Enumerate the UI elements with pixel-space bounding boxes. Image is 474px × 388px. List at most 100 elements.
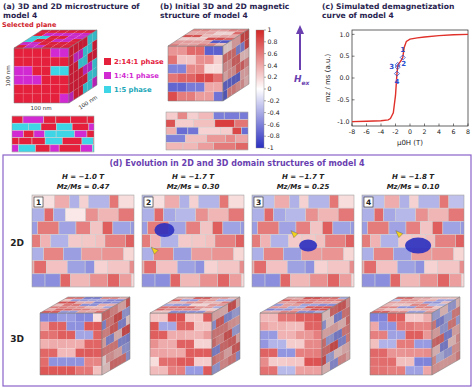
y-tick [352, 99, 355, 100]
plane [12, 116, 94, 152]
grain [75, 130, 87, 137]
x-tick-label: -2 [392, 128, 398, 135]
grain [235, 142, 248, 150]
grain [428, 208, 448, 221]
cube-cell [313, 348, 322, 357]
cube-cell [205, 64, 214, 73]
cube-cell [75, 357, 84, 366]
cube-cell [260, 340, 269, 349]
grain [254, 261, 267, 274]
cube-cell [177, 357, 186, 366]
grain [59, 145, 80, 152]
cube-cell [194, 348, 203, 357]
grain [144, 261, 157, 274]
grain [32, 261, 34, 274]
x-tick [395, 124, 396, 127]
cube-cell [75, 366, 84, 375]
x-tick-label: 4 [437, 128, 441, 135]
grain [108, 274, 120, 287]
grain [257, 221, 278, 234]
colorbar-tick [264, 41, 266, 42]
grain [45, 130, 56, 137]
field-label: Hex [294, 74, 311, 86]
grain [50, 145, 59, 152]
cube-cell [194, 357, 203, 366]
cube-cell [205, 55, 214, 64]
cube-cell [14, 94, 23, 103]
colorbar-tick [264, 89, 266, 90]
grain [193, 120, 214, 128]
cube-cell [177, 348, 186, 357]
grain [390, 274, 401, 287]
grain [373, 195, 384, 208]
annotation-marker [394, 71, 399, 76]
grain [118, 208, 134, 221]
grain [271, 234, 289, 247]
cube-cell [423, 313, 432, 322]
y-axis-label: mz / ms (a.u.) [324, 53, 332, 102]
grain [108, 261, 130, 274]
cube-cell [40, 331, 49, 340]
grain [56, 123, 72, 130]
grain [299, 195, 308, 208]
face-edge [432, 297, 460, 375]
cube-cell [295, 357, 304, 366]
cube-cell [388, 340, 397, 349]
cube-cell [58, 331, 67, 340]
cube-cell [84, 313, 93, 322]
cube-cell [405, 366, 414, 375]
face-shade [432, 297, 460, 375]
grain [260, 234, 271, 247]
cube-cell [370, 313, 379, 322]
face-edge [212, 297, 240, 375]
cube-cell [60, 94, 69, 103]
face-edge [322, 297, 350, 375]
nucleation-arrow [396, 231, 403, 238]
face-edge [40, 313, 102, 375]
face-shade [69, 30, 97, 103]
grain [339, 195, 354, 208]
cube-cell [269, 322, 278, 331]
grain [89, 123, 94, 130]
cube-cell [295, 348, 304, 357]
colorbar-tick-label: 0.8 [268, 38, 278, 45]
cube-cell [177, 74, 186, 83]
grain [24, 130, 34, 137]
cube-cell [150, 357, 159, 366]
cube-cell [177, 366, 186, 375]
legend-swatch [104, 86, 111, 93]
grain [305, 261, 314, 274]
grain [214, 142, 236, 150]
cube-cell [150, 322, 159, 331]
cube-cell [379, 340, 388, 349]
grain [187, 112, 198, 120]
grain [420, 221, 432, 234]
grain [109, 195, 118, 208]
grain [230, 274, 242, 287]
cube-cell [40, 366, 49, 375]
annotation-marker [395, 65, 400, 70]
cube-cell [40, 322, 49, 331]
grain [215, 120, 235, 128]
grain [44, 248, 64, 261]
grain [322, 221, 333, 234]
grain [102, 248, 124, 261]
face-edge [14, 48, 69, 103]
grain [296, 221, 310, 234]
cube-cell [168, 357, 177, 366]
grain [82, 138, 93, 145]
cube [370, 297, 460, 375]
grain [54, 208, 66, 221]
grain [291, 274, 310, 287]
grain [155, 274, 170, 287]
cube-cell [159, 322, 168, 331]
grain [325, 234, 345, 247]
cube-cell [313, 322, 322, 331]
cube-cell [287, 366, 296, 375]
cube-cell [397, 313, 406, 322]
grain [399, 195, 409, 208]
cube-cell [51, 57, 60, 66]
grain [12, 116, 23, 123]
cube-cell [287, 322, 296, 331]
cube-cell [304, 357, 313, 366]
